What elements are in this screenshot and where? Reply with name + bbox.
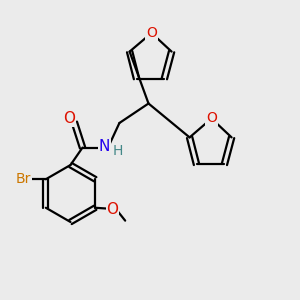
Text: O: O	[63, 111, 75, 126]
Text: O: O	[146, 26, 157, 40]
Text: O: O	[206, 112, 217, 125]
Text: O: O	[106, 202, 118, 217]
Text: Br: Br	[16, 172, 31, 186]
Text: N: N	[99, 139, 110, 154]
Text: H: H	[112, 144, 123, 158]
